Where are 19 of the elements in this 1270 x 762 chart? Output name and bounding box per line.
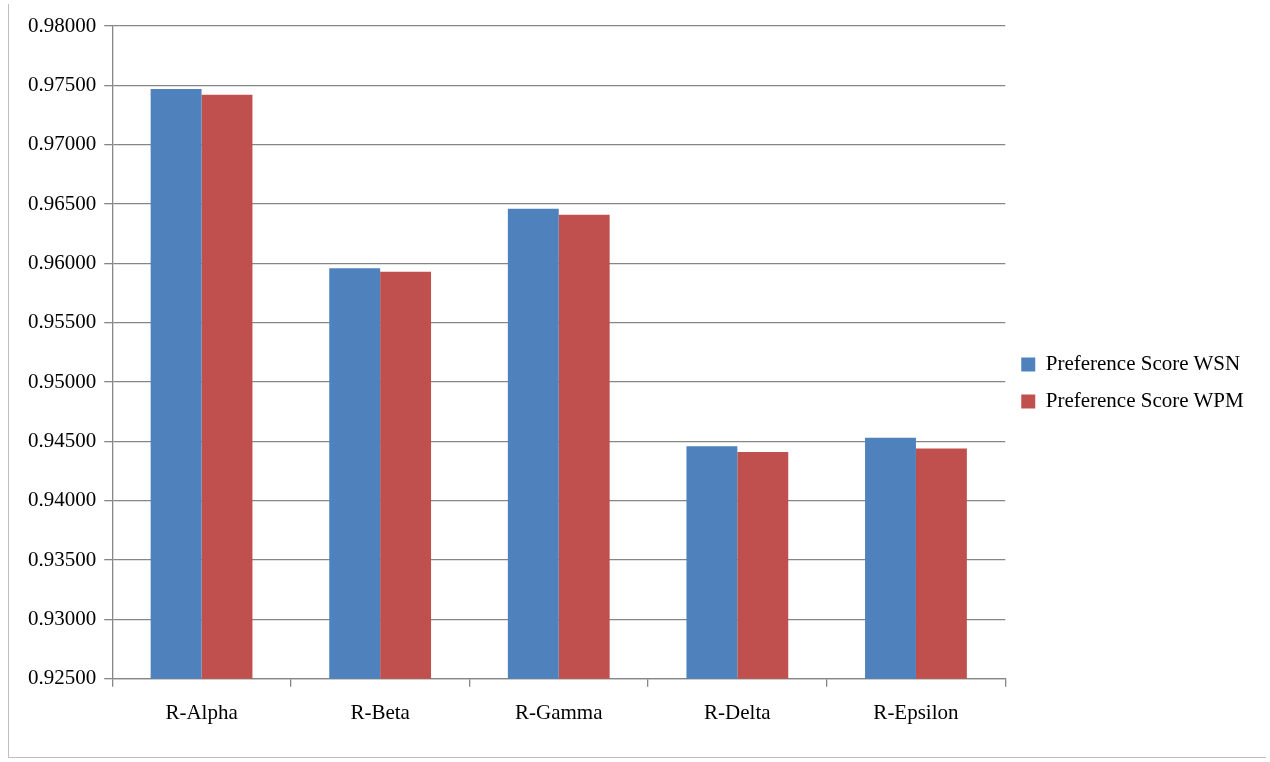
y-tick-label: 0.96000 — [28, 249, 97, 274]
legend-label: Preference Score WSN — [1045, 351, 1241, 376]
y-tick-label: 0.94500 — [28, 427, 97, 452]
y-tick-label: 0.97500 — [28, 71, 97, 96]
y-tick-label: 0.93500 — [28, 546, 97, 571]
y-tick-label: 0.98000 — [28, 12, 97, 37]
y-tick-label: 0.95500 — [28, 309, 97, 334]
y-tick-label: 0.97000 — [28, 131, 97, 156]
x-tick-label: R-Epsilon — [873, 699, 960, 724]
x-tick-label: R-Alpha — [165, 699, 239, 724]
y-tick-label: 0.95000 — [28, 368, 97, 393]
x-tick-label: R-Delta — [704, 699, 772, 724]
legend-label: Preference Score WPM — [1045, 388, 1244, 413]
y-tick-label: 0.92500 — [28, 665, 97, 690]
y-tick-label: 0.96500 — [28, 190, 97, 215]
x-tick-label: R-Beta — [350, 699, 411, 724]
y-tick-label: 0.94000 — [28, 487, 97, 512]
x-tick-label: R-Gamma — [515, 699, 604, 724]
y-tick-label: 0.93000 — [28, 605, 97, 630]
